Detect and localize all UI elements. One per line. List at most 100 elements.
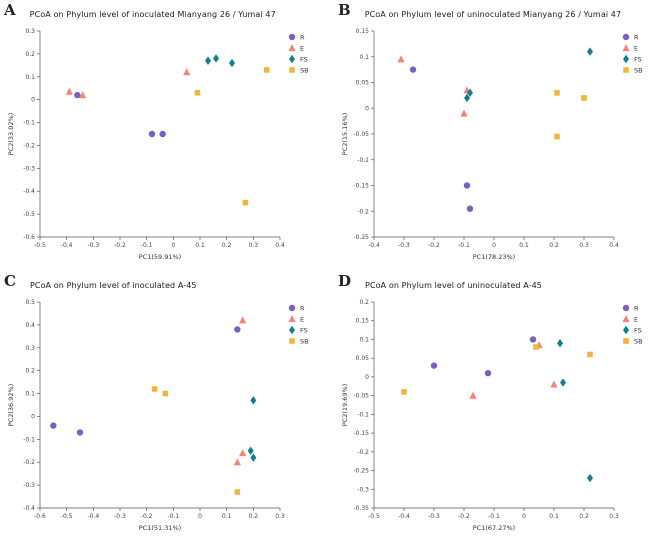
legend-label: R bbox=[300, 305, 305, 313]
x-tick-label: -0.3 bbox=[87, 242, 99, 249]
scatter-plot: -0.4 -0.3 -0.2 -0.1 0 0.1 0.2 0.3 0.4 0.15 0.1 0.05… bbox=[341, 28, 643, 261]
legend-label: SB bbox=[634, 338, 643, 346]
scatter-chart-d: -0.5 -0.4 -0.3 -0.2 -0.1 0 0.1 0.2 0.3 0.2 0.15 0.1… bbox=[338, 294, 669, 542]
x-tick-label: 0.1 bbox=[222, 513, 232, 520]
data-point bbox=[194, 90, 201, 96]
chart-title-c: PCoA on Phylum level of inoculated A-45 bbox=[29, 281, 197, 290]
data-point bbox=[65, 87, 73, 95]
panel-label-c: C bbox=[4, 272, 16, 290]
x-tick-label: 0.1 bbox=[519, 242, 529, 249]
data-point bbox=[587, 473, 593, 483]
legend-item: FS bbox=[623, 54, 642, 64]
y-tick-label: 0.05 bbox=[356, 80, 370, 87]
y-tick-label: -0.2 bbox=[357, 449, 369, 456]
x-tick-label: -0.1 bbox=[488, 513, 500, 520]
data-point bbox=[623, 338, 629, 344]
data-point bbox=[529, 336, 537, 343]
legend-label: R bbox=[634, 305, 639, 313]
y-tick-label: -0.25 bbox=[353, 468, 369, 475]
data-point bbox=[250, 453, 257, 462]
data-point bbox=[234, 489, 241, 495]
data-point bbox=[183, 68, 191, 76]
data-point bbox=[587, 351, 593, 358]
data-point bbox=[162, 390, 169, 397]
legend-label: FS bbox=[300, 327, 308, 335]
y-tick-label: -0.2 bbox=[357, 208, 369, 215]
y-tick-label: -0.4 bbox=[23, 188, 35, 195]
legend-label: FS bbox=[634, 56, 642, 64]
x-tick-label: -0.3 bbox=[398, 242, 410, 249]
panel-c: C PCoA on Phylum level of inoculated A-4… bbox=[0, 271, 334, 543]
panel-d: D PCoA on Phylum level of uninoculated A… bbox=[334, 271, 669, 543]
y-tick-label: -0.35 bbox=[353, 505, 369, 512]
legend-item: SB bbox=[289, 67, 309, 75]
x-tick-label: -0.4 bbox=[398, 513, 410, 520]
data-point bbox=[622, 33, 630, 41]
scatter-plot: -0.5 -0.4 -0.3 -0.2 -0.1 0 0.1 0.2 0.3 0.2 0.15 0.1… bbox=[341, 299, 643, 532]
y-tick-label: -0.3 bbox=[23, 482, 35, 489]
legend-label: E bbox=[300, 45, 304, 53]
scatter-plot: -0.5 -0.4 -0.3 -0.2 -0.1 0 0.1 0.2 0.3 0.4 0.3 0.2 0… bbox=[7, 28, 309, 261]
x-tick-label: 0.2 bbox=[222, 242, 232, 249]
y-axis-label: PC2(36.92%) bbox=[7, 384, 15, 426]
scatter-chart-b: -0.4 -0.3 -0.2 -0.1 0 0.1 0.2 0.3 0.4 0.15 0.1 0.05… bbox=[338, 23, 669, 271]
x-tick-label: -0.4 bbox=[87, 513, 99, 520]
data-point bbox=[463, 182, 471, 189]
x-tick-label: -0.1 bbox=[141, 242, 153, 249]
data-point bbox=[289, 325, 295, 335]
y-tick-label: 0.2 bbox=[25, 51, 35, 58]
x-tick-label: -0.5 bbox=[61, 513, 73, 520]
y-tick-label: 0 bbox=[31, 97, 35, 104]
x-tick-label: 0 bbox=[492, 242, 496, 249]
data-point bbox=[464, 93, 470, 103]
data-point bbox=[460, 109, 468, 117]
y-axis-label: PC2(19.69%) bbox=[341, 384, 349, 426]
x-tick-label: -0.5 bbox=[368, 513, 380, 520]
legend-label: R bbox=[300, 34, 305, 42]
y-tick-label: 0.1 bbox=[25, 391, 35, 398]
panel-c-header: C PCoA on Phylum level of inoculated A-4… bbox=[4, 274, 334, 294]
data-point bbox=[74, 91, 81, 99]
legend-label: E bbox=[634, 45, 638, 53]
data-point bbox=[622, 315, 630, 323]
legend-label: R bbox=[634, 34, 639, 42]
data-point bbox=[233, 458, 241, 466]
legend-label: SB bbox=[300, 338, 309, 346]
y-tick-label: -0.1 bbox=[357, 157, 369, 164]
y-tick-label: -0.6 bbox=[23, 234, 35, 241]
data-point bbox=[288, 304, 296, 312]
legend-label: FS bbox=[634, 327, 642, 335]
legend-item: R bbox=[288, 304, 305, 313]
x-tick-label: 0.4 bbox=[275, 242, 285, 249]
data-point bbox=[401, 389, 407, 395]
data-point bbox=[623, 67, 629, 73]
x-tick-label: 0.1 bbox=[549, 513, 559, 520]
data-point bbox=[560, 378, 566, 387]
panel-label-d: D bbox=[338, 272, 352, 290]
y-axis-label: PC2(15.16%) bbox=[341, 113, 349, 155]
x-tick-label: -0.1 bbox=[458, 242, 470, 249]
legend-label: E bbox=[300, 316, 304, 324]
x-tick-label: 0.1 bbox=[195, 242, 205, 249]
x-tick-label: -0.3 bbox=[114, 513, 126, 520]
data-point bbox=[234, 326, 241, 333]
data-point bbox=[587, 47, 593, 56]
x-tick-label: -0.2 bbox=[428, 242, 440, 249]
data-point bbox=[289, 338, 295, 344]
y-tick-label: -0.1 bbox=[23, 436, 35, 443]
scatter-plot: -0.6 -0.5 -0.4 -0.3 -0.2 -0.1 0 0.1 0.2 0.3 0.5 0.4… bbox=[7, 299, 309, 532]
x-tick-label: -0.2 bbox=[114, 242, 126, 249]
chart-title-a: PCoA on Phylum level of inoculated Miany… bbox=[29, 10, 276, 19]
data-point bbox=[242, 199, 249, 206]
data-point bbox=[263, 67, 270, 73]
x-tick-label: 0.3 bbox=[249, 242, 259, 249]
legend-item: FS bbox=[289, 54, 308, 64]
data-point bbox=[622, 304, 630, 312]
legend-label: SB bbox=[634, 67, 643, 75]
y-tick-label: 0.15 bbox=[356, 28, 370, 35]
chart-title-b: PCoA on Phylum level of uninoculated Mia… bbox=[364, 10, 622, 19]
y-tick-label: 0.05 bbox=[356, 355, 370, 362]
x-tick-label: 0.3 bbox=[275, 513, 285, 520]
x-tick-label: 0.2 bbox=[249, 513, 259, 520]
data-point bbox=[554, 90, 560, 96]
